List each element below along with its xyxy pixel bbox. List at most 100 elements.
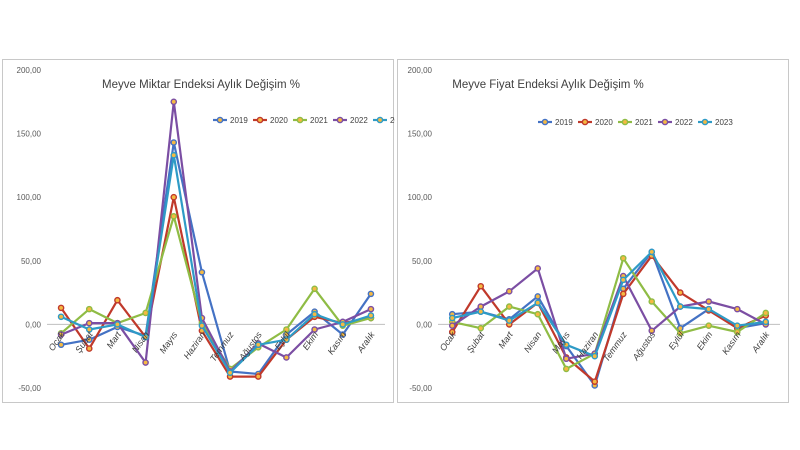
data-point-2023 [448,314,456,322]
data-point-2022 [367,305,375,313]
legend-marker-2022 [336,116,344,124]
data-point-2021 [311,285,318,293]
data-point-2023 [114,321,121,328]
legend-marker-2019 [541,118,549,126]
legend-marker-2020 [256,116,264,124]
series-line-2023 [452,250,766,358]
y-tick-label: 0,00 [25,320,41,329]
data-point-2021 [705,322,713,329]
data-point-2023 [733,322,741,329]
data-point-2021 [733,328,741,336]
data-point-2023 [477,308,485,315]
data-point-2022 [534,265,542,272]
data-point-2020 [619,290,627,298]
data-point-2021 [477,324,485,332]
chart-title: Meyve Miktar Endeksi Aylık Değişim % [102,79,300,91]
data-point-2023 [367,312,375,319]
y-tick-label: 100,00 [408,193,433,202]
legend-marker-2021 [296,116,304,124]
x-tick-label: Mart [496,329,515,350]
data-point-2019 [85,336,93,343]
legend-label-2023: 2023 [390,116,395,125]
data-point-2019 [339,331,347,338]
data-point-2021 [142,309,149,317]
series-line-2022 [60,100,372,373]
y-tick-label: 100,00 [17,193,42,202]
legend-label-2022: 2022 [350,116,368,125]
legend-label-2021: 2021 [635,118,653,127]
data-point-2023 [85,326,93,333]
data-point-2021 [562,365,570,373]
data-point-2021 [170,212,178,220]
data-point-2022 [562,355,570,363]
data-point-2023 [142,333,149,341]
chart-panel-fiyat: -50,00 0,00 50,00 100,00 150,00 200,00 Ocak Şub… [397,59,789,403]
data-point-2020 [57,304,65,312]
data-point-2022 [705,298,713,305]
data-point-2022 [733,305,741,313]
data-point-2023 [619,276,627,284]
data-point-2021 [534,310,542,318]
data-point-2022 [448,322,456,329]
data-point-2023 [339,321,347,328]
x-tick-label: Ekim [301,329,321,352]
legend-marker-2022 [661,118,669,126]
data-point-2023 [705,305,713,313]
data-point-2023 [57,313,65,321]
data-point-2022 [85,319,93,327]
data-point-2020 [254,373,262,380]
data-point-2020 [85,345,93,352]
x-tick-label: Kasım [326,329,349,356]
data-point-2020 [114,296,121,304]
data-point-2021 [85,305,93,313]
legend-label-2020: 2020 [270,116,288,125]
series-line-2022 [451,267,767,360]
y-tick-label: 200,00 [17,66,42,75]
legend-label-2021: 2021 [310,116,328,125]
x-tick-label: Mayıs [157,329,179,355]
y-tick-label: -50,00 [409,384,432,393]
data-point-2021 [505,303,513,310]
legend-marker-2023 [376,116,384,124]
data-point-2023 [198,322,206,329]
data-point-2023 [676,303,684,310]
series-line-2020 [60,196,372,378]
chart-panel-miktar: -50,00 0,00 50,00 100,00 150,00 200,00 Ocak Şub… [2,59,395,403]
data-point-2023 [283,336,290,343]
x-tick-label: Aralık [749,329,771,355]
x-tick-label: Şubat [465,329,487,354]
data-point-2019 [534,293,542,300]
legend-label-2019: 2019 [230,116,248,125]
legend-label-2022: 2022 [675,118,693,127]
data-point-2021 [676,330,684,337]
data-point-2023 [311,310,318,318]
data-point-2021 [619,254,627,262]
x-tick-label: Nisan [522,330,543,355]
data-point-2023 [505,317,513,324]
x-tick-label: Ağustos [630,329,658,363]
data-point-2023 [762,318,770,326]
data-point-2022 [57,331,65,338]
chart-title: Meyve Fiyat Endeksi Aylık Değişim % [452,79,644,91]
data-point-2022 [142,359,149,366]
data-point-2023 [534,299,542,307]
x-tick-label: Aralık [355,329,377,355]
data-point-2020 [477,282,485,290]
y-tick-label: 200,00 [408,66,433,75]
legend-marker-2019 [216,116,224,124]
data-point-2020 [591,378,599,385]
data-point-2022 [283,354,290,361]
data-point-2023 [562,341,570,349]
data-point-2021 [762,309,770,317]
data-point-2023 [170,151,178,159]
data-point-2020 [170,193,178,201]
x-tick-label: Ekim [695,329,715,352]
y-tick-label: 50,00 [412,257,433,266]
data-point-2020 [676,289,684,296]
legend-marker-2021 [621,118,629,126]
legend-marker-2023 [701,118,709,126]
data-point-2019 [198,268,206,276]
series-line-2021 [452,257,767,370]
data-point-2022 [170,98,178,106]
